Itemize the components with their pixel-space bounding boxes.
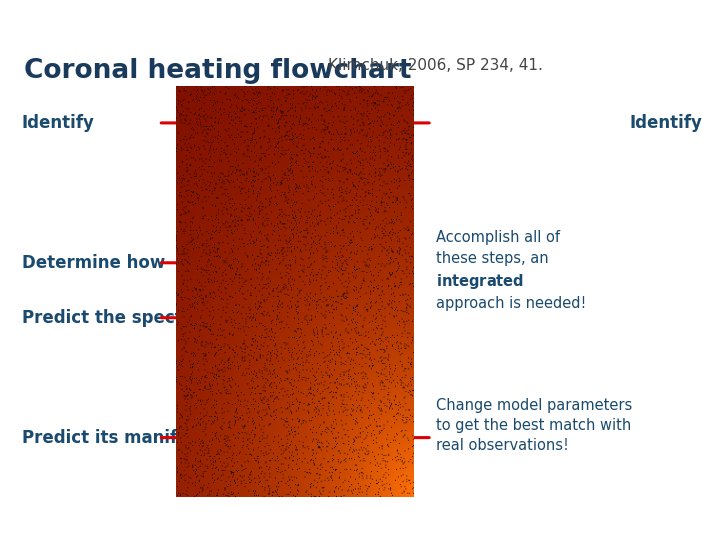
Text: Predict the spectrum of: Predict the spectrum of — [22, 309, 244, 327]
Text: Accomplish all of
these steps, an
$\mathbf{integrated}$
approach is needed!: Accomplish all of these steps, an $\math… — [436, 230, 586, 312]
Text: †UCL: †UCL — [644, 14, 700, 33]
Text: Change model parameters
to get the best match with
real observations!: Change model parameters to get the best … — [436, 397, 632, 454]
Text: Determine how: Determine how — [22, 254, 165, 272]
Text: Predict its manifestation in: Predict its manifestation in — [22, 429, 277, 447]
Text: Identify: Identify — [629, 114, 702, 132]
Text: Klimchuk, 2006, SP 234, 41.: Klimchuk, 2006, SP 234, 41. — [328, 58, 542, 73]
Text: Identify: Identify — [22, 114, 94, 132]
Text: Coronal heating flowchart: Coronal heating flowchart — [24, 58, 411, 84]
